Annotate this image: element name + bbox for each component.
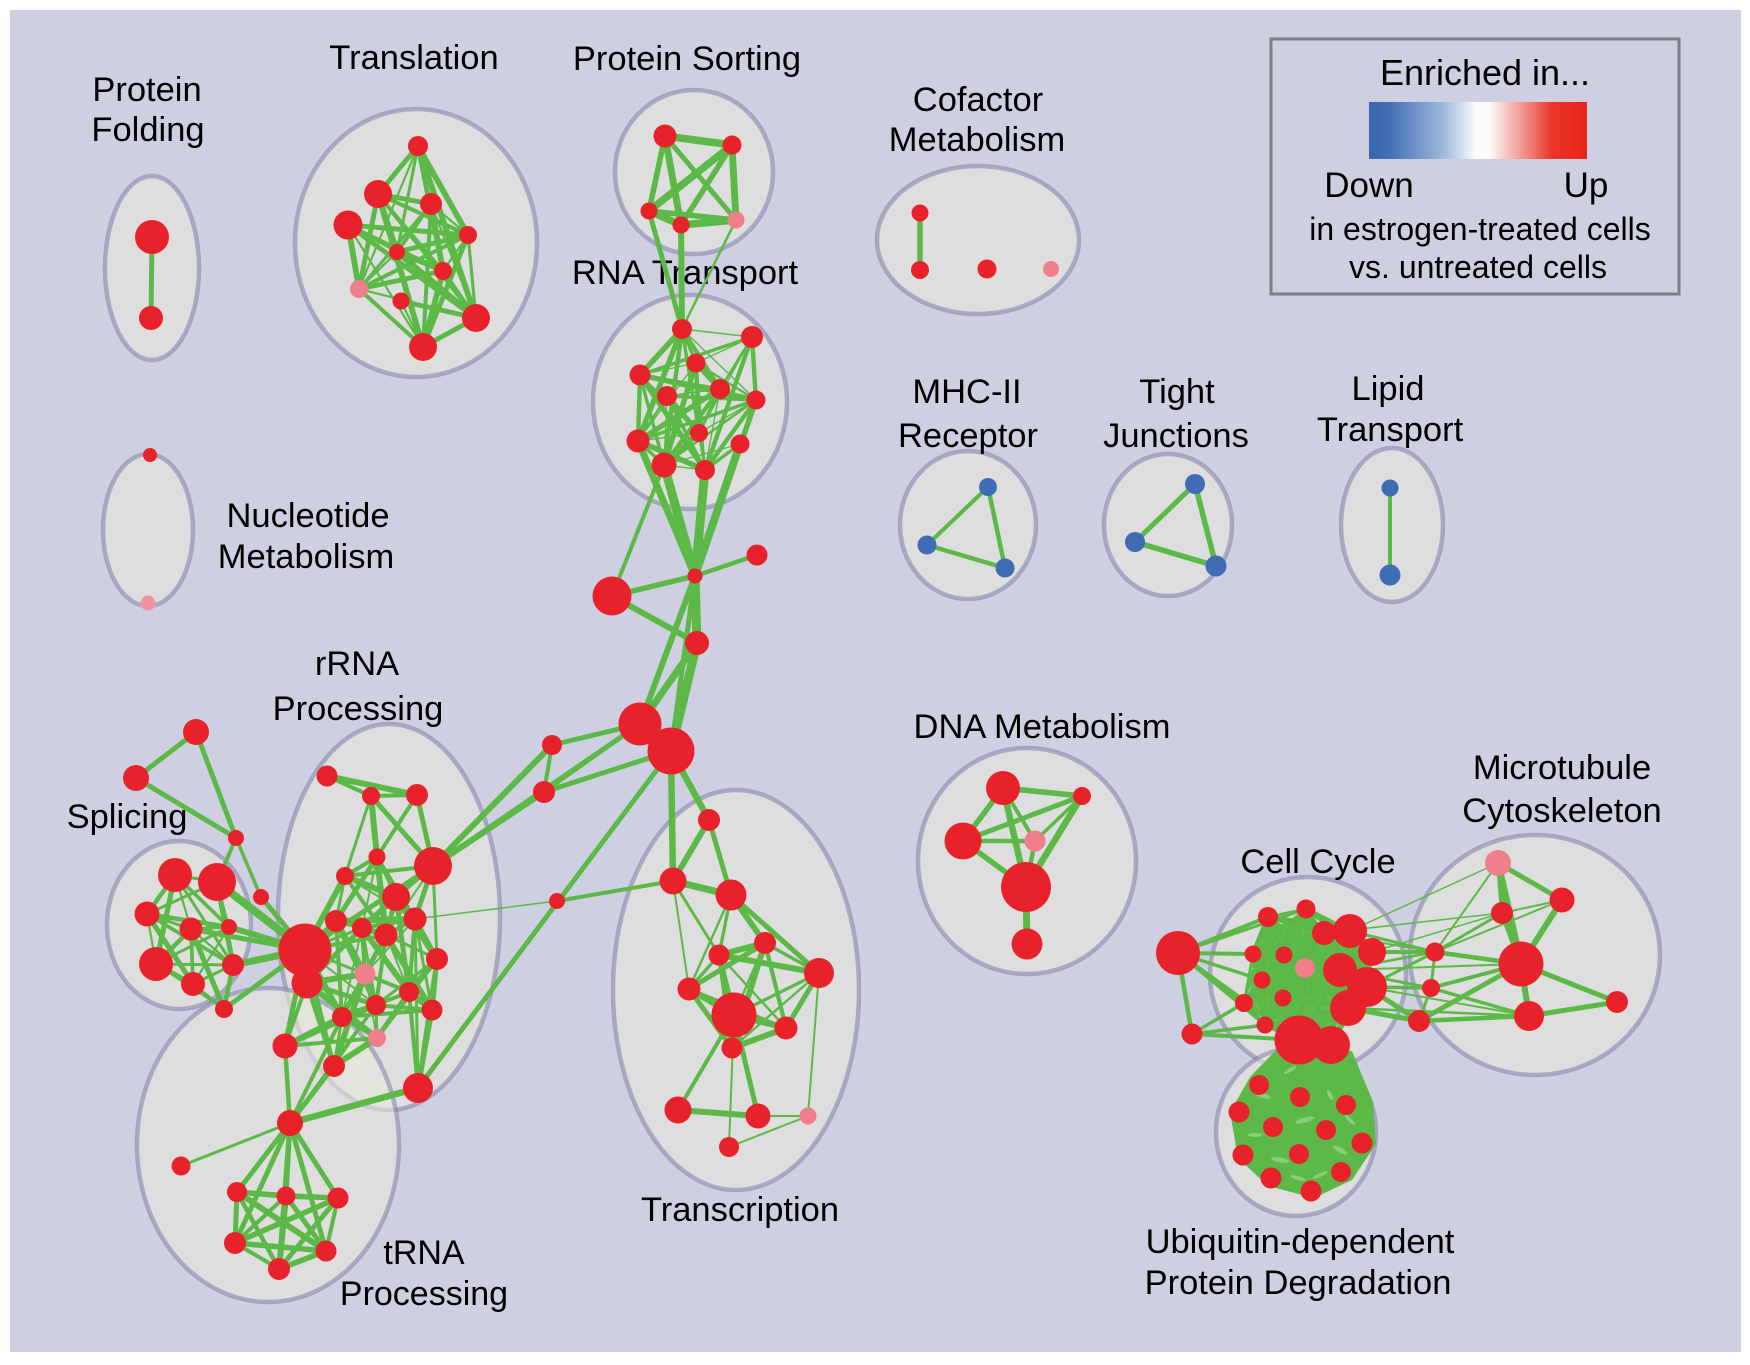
svg-text:Junctions: Junctions [1103,417,1249,455]
svg-text:Tight: Tight [1139,373,1215,411]
svg-text:Down: Down [1324,166,1413,205]
svg-text:MHC-II: MHC-II [912,373,1021,411]
svg-text:Transport: Transport [1317,411,1464,449]
svg-text:Protein Sorting: Protein Sorting [573,40,801,78]
svg-text:Up: Up [1564,166,1609,205]
svg-text:DNA Metabolism: DNA Metabolism [914,708,1171,746]
svg-text:Enriched in...: Enriched in... [1380,52,1590,93]
svg-text:Nucleotide: Nucleotide [226,497,389,535]
svg-text:Ubiquitin-dependent: Ubiquitin-dependent [1146,1223,1455,1261]
svg-text:tRNA: tRNA [383,1234,465,1272]
svg-text:RNA Transport: RNA Transport [572,254,799,292]
svg-text:Cell Cycle: Cell Cycle [1240,843,1395,881]
svg-text:Transcription: Transcription [641,1191,839,1229]
svg-text:Protein Degradation: Protein Degradation [1145,1264,1452,1302]
svg-text:Microtubule: Microtubule [1473,749,1651,787]
svg-text:Metabolism: Metabolism [218,538,394,576]
svg-text:Folding: Folding [91,111,204,149]
svg-text:Lipid: Lipid [1352,370,1425,408]
svg-text:Cytoskeleton: Cytoskeleton [1462,792,1661,830]
svg-text:Protein: Protein [92,71,201,109]
svg-text:rRNA: rRNA [315,645,399,683]
svg-text:Processing: Processing [340,1275,508,1313]
svg-text:Translation: Translation [329,39,498,77]
svg-text:in estrogen-treated cells: in estrogen-treated cells [1309,211,1651,247]
svg-text:vs. untreated cells: vs. untreated cells [1349,249,1607,285]
svg-text:Processing: Processing [273,690,444,728]
svg-text:Metabolism: Metabolism [889,121,1065,159]
svg-text:Receptor: Receptor [898,417,1038,455]
svg-text:Cofactor: Cofactor [913,81,1043,119]
svg-text:Splicing: Splicing [67,798,188,836]
